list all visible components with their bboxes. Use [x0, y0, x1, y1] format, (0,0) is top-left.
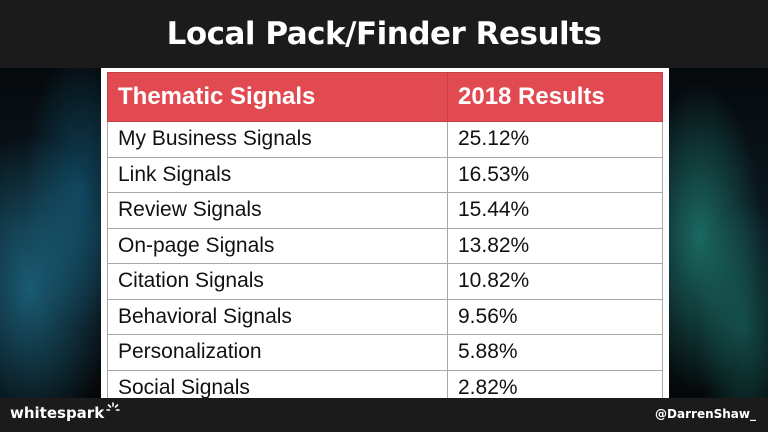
signal-name: My Business Signals [107, 121, 448, 158]
table-header-row: Thematic Signals 2018 Results [107, 72, 663, 122]
signal-name: Review Signals [107, 192, 448, 229]
header-2018-results: 2018 Results [447, 72, 663, 122]
spark-icon [106, 402, 120, 411]
table-row: Behavioral Signals 9.56% [107, 298, 663, 335]
slide-title: Local Pack/Finder Results [166, 16, 602, 52]
table-row: Review Signals 15.44% [107, 192, 663, 229]
signal-result: 16.53% [447, 156, 663, 193]
results-table-card: Thematic Signals 2018 Results My Busines… [101, 68, 669, 406]
signal-name: On-page Signals [107, 227, 448, 264]
results-table: Thematic Signals 2018 Results My Busines… [107, 72, 663, 406]
signal-name: Behavioral Signals [107, 298, 448, 335]
signal-result: 25.12% [447, 121, 663, 158]
twitter-handle: @DarrenShaw_ [655, 407, 756, 421]
signal-result: 5.88% [447, 334, 663, 371]
logo-text: whitespark [10, 404, 105, 422]
signal-result: 15.44% [447, 192, 663, 229]
title-bar: Local Pack/Finder Results [0, 0, 768, 68]
table-row: Citation Signals 10.82% [107, 263, 663, 300]
signal-name: Citation Signals [107, 263, 448, 300]
signal-result: 9.56% [447, 298, 663, 335]
footer-bar: whitespark @DarrenShaw_ [0, 398, 768, 432]
signal-result: 13.82% [447, 227, 663, 264]
table-row: Personalization 5.88% [107, 334, 663, 371]
table-row: My Business Signals 25.12% [107, 121, 663, 158]
signal-name: Link Signals [107, 156, 448, 193]
table-row: On-page Signals 13.82% [107, 227, 663, 264]
table-row: Link Signals 16.53% [107, 156, 663, 193]
signal-name: Personalization [107, 334, 448, 371]
signal-result: 10.82% [447, 263, 663, 300]
header-thematic-signals: Thematic Signals [107, 72, 448, 122]
whitespark-logo: whitespark [10, 402, 120, 422]
